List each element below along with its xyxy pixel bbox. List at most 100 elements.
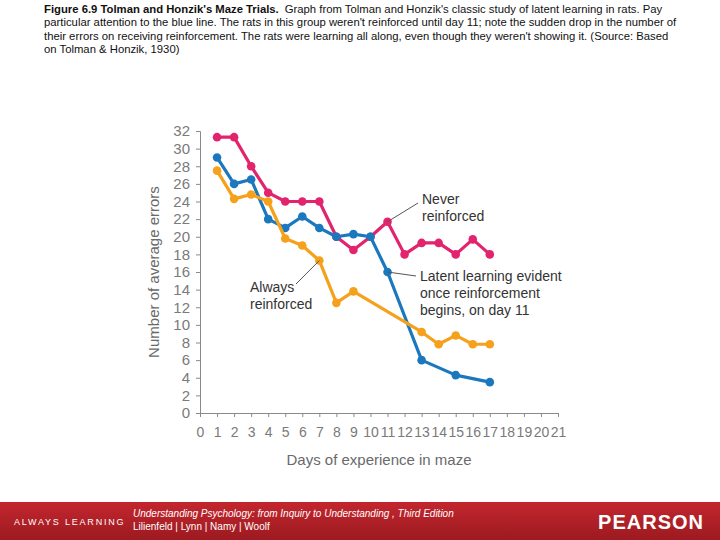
y-tick: 30 (173, 140, 200, 157)
x-tick-label: 10 (363, 424, 379, 440)
y-tick-label: 4 (182, 369, 190, 386)
chart-canvas: 0246810121416182022242628303201234567891… (0, 0, 720, 540)
x-tick-label: 13 (414, 424, 430, 440)
data-point (332, 232, 341, 241)
y-tick-label: 6 (182, 351, 190, 368)
x-tick: 20 (534, 413, 550, 440)
x-tick-mark (336, 413, 337, 417)
y-tick-mark (196, 378, 200, 379)
x-axis-line (201, 414, 559, 418)
caption-title: Figure 6.9 Tolman and Honzik's Maze Tria… (44, 3, 279, 15)
x-tick: 3 (248, 413, 256, 440)
x-tick-mark (217, 413, 218, 417)
x-tick-mark (302, 413, 303, 417)
x-tick-label: 15 (448, 424, 464, 440)
callout-leader (296, 261, 319, 284)
y-tick-label: 14 (173, 281, 190, 298)
data-point (230, 195, 239, 204)
series (213, 166, 494, 348)
data-point (247, 162, 256, 171)
x-tick-mark (405, 413, 406, 417)
x-tick: 4 (265, 413, 273, 440)
y-tick: 10 (173, 316, 200, 333)
y-tick: 24 (173, 193, 200, 210)
x-tick-mark (456, 413, 457, 417)
data-point (434, 239, 443, 248)
data-point (486, 250, 495, 259)
y-tick-label: 20 (173, 228, 190, 245)
data-point (332, 299, 341, 308)
x-tick: 10 (363, 413, 379, 440)
y-tick-mark (196, 219, 200, 220)
data-point (332, 232, 341, 241)
y-tick-mark (196, 184, 200, 185)
x-tick-label: 9 (350, 424, 358, 440)
y-tick-mark (196, 202, 200, 203)
data-point (486, 340, 495, 349)
plot-area (213, 133, 494, 387)
footer: ALWAYS LEARNING Understanding Psychology:… (0, 502, 720, 540)
x-tick-label: 8 (333, 424, 341, 440)
data-point (281, 197, 290, 206)
data-point (349, 287, 358, 296)
y-tick-mark (196, 254, 200, 255)
x-tick: 13 (414, 413, 430, 440)
x-tick: 2 (231, 413, 239, 440)
x-tick-mark (388, 413, 389, 417)
data-point (434, 340, 443, 349)
x-tick-mark (319, 413, 320, 417)
x-tick: 14 (431, 413, 447, 440)
y-tick-label: 26 (173, 175, 190, 192)
x-tick: 21 (551, 413, 567, 440)
x-tick: 17 (483, 413, 499, 440)
footer-book: Understanding Psychology: from Inquiry t… (133, 508, 454, 519)
x-tick-label: 7 (316, 424, 324, 440)
x-tick-label: 17 (483, 424, 499, 440)
x-tick-label: 5 (282, 424, 290, 440)
data-point (213, 166, 222, 175)
x-tick-mark (353, 413, 354, 417)
data-point (247, 190, 256, 199)
footer-slogan: ALWAYS LEARNING (14, 517, 125, 527)
y-tick: 0 (182, 404, 200, 421)
footer-publisher: PEARSON (598, 511, 704, 533)
y-tick: 32 (173, 122, 200, 139)
y-tick-mark (196, 343, 200, 344)
y-tick-mark (196, 166, 200, 167)
series-line (217, 171, 490, 345)
x-tick-label: 19 (517, 424, 533, 440)
data-point (468, 340, 477, 349)
x-tick-label: 6 (299, 424, 307, 440)
y-tick: 18 (173, 246, 200, 263)
x-tick-label: 21 (551, 424, 567, 440)
y-tick: 16 (173, 263, 200, 280)
data-point (213, 153, 222, 162)
data-point (315, 224, 324, 233)
callout-leader (388, 272, 416, 276)
x-tick-mark (422, 413, 423, 417)
y-tick-label: 10 (173, 316, 190, 333)
x-tick-mark (490, 413, 491, 417)
data-point (315, 197, 324, 206)
data-point (451, 371, 460, 380)
x-tick-label: 0 (197, 424, 205, 440)
y-tick-label: 30 (173, 140, 190, 157)
x-tick-mark (200, 413, 201, 417)
data-point (264, 215, 273, 224)
data-point (349, 230, 358, 239)
x-tick: 16 (465, 413, 481, 440)
data-point (451, 250, 460, 259)
data-point (417, 328, 426, 337)
y-tick-mark (196, 413, 200, 414)
page: 0246810121416182022242628303201234567891… (0, 0, 720, 540)
x-tick: 12 (397, 413, 413, 440)
x-tick-label: 18 (500, 424, 516, 440)
x-tick: 9 (350, 413, 358, 440)
data-point (213, 133, 222, 142)
y-tick: 20 (173, 228, 200, 245)
x-tick: 11 (381, 413, 396, 440)
x-tick-mark (370, 413, 371, 417)
series-label: Neverreinforced (422, 191, 484, 224)
y-tick-mark (196, 307, 200, 308)
x-tick-mark (473, 413, 474, 417)
